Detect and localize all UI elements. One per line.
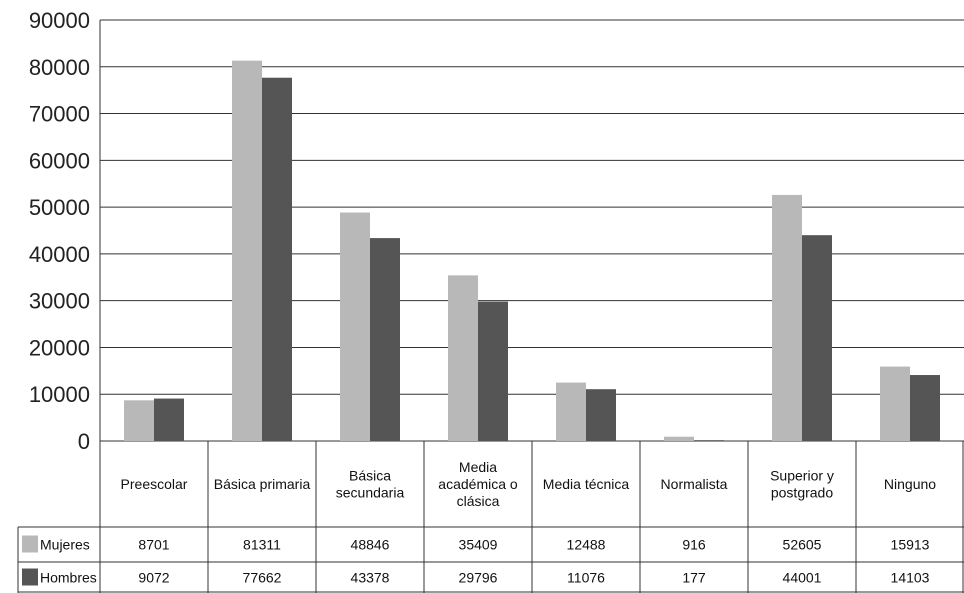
y-tick-label: 20000 (29, 335, 90, 360)
category-label: Media técnica (543, 476, 630, 492)
bar-hombres (694, 440, 724, 441)
category-label: académica o (438, 476, 518, 492)
bar-mujeres (340, 212, 370, 441)
category-label: Preescolar (121, 476, 188, 492)
y-tick-label: 80000 (29, 55, 90, 80)
y-tick-label: 60000 (29, 148, 90, 173)
legend-label: Hombres (40, 570, 97, 586)
bar-hombres (370, 238, 400, 441)
bar-hombres (586, 389, 616, 441)
bar-hombres (802, 235, 832, 441)
bars (124, 60, 940, 442)
data-value: 11076 (567, 570, 605, 586)
data-value: 81311 (243, 537, 281, 553)
category-label: Básica primaria (214, 476, 311, 492)
bar-mujeres (880, 366, 910, 441)
category-label: Básica (349, 468, 391, 484)
data-value: 44001 (783, 570, 822, 586)
category-label: secundaria (336, 485, 405, 501)
bar-mujeres (772, 194, 802, 441)
y-axis: 0 10000 20000 30000 40000 50000 60000 70000 8000… (29, 8, 101, 454)
legend-key-mujeres (22, 535, 38, 553)
data-value: 12488 (567, 537, 606, 553)
bar-mujeres (448, 275, 478, 441)
data-value: 43378 (351, 570, 390, 586)
data-value: 9072 (138, 570, 169, 586)
category-label: Media (459, 459, 497, 475)
data-value: 48846 (351, 537, 390, 553)
bar-mujeres (556, 382, 586, 441)
category-label: clásica (457, 493, 500, 509)
data-value: 916 (682, 537, 706, 553)
data-value: 177 (682, 570, 706, 586)
data-value: 15913 (891, 537, 930, 553)
category-label: Ninguno (884, 476, 936, 492)
bar-mujeres (664, 436, 694, 441)
data-value: 29796 (459, 570, 498, 586)
data-table: Preescolar Básica primaria Básicasecundari… (17, 441, 964, 593)
data-value: 14103 (891, 570, 930, 586)
y-tick-label: 90000 (29, 8, 90, 33)
bar-hombres (910, 375, 940, 441)
bar-hombres (154, 398, 184, 441)
data-value: 35409 (459, 537, 498, 553)
bar-mujeres (124, 400, 154, 441)
y-tick-label: 70000 (29, 102, 90, 127)
data-value: 8701 (138, 537, 169, 553)
category-label: postgrado (771, 485, 833, 501)
y-tick-label: 30000 (29, 289, 90, 314)
bar-hombres (262, 77, 292, 442)
gridlines (100, 19, 964, 442)
y-tick-label: 50000 (29, 195, 90, 220)
category-label: Superior y (770, 468, 834, 484)
y-tick-label: 0 (78, 429, 90, 454)
category-label: Normalista (661, 476, 728, 492)
data-value: 77662 (243, 570, 282, 586)
data-value: 52605 (783, 537, 822, 553)
y-tick-label: 10000 (29, 382, 90, 407)
bar-hombres (478, 301, 508, 441)
y-tick-label: 40000 (29, 242, 90, 267)
legend-key-hombres (22, 568, 38, 586)
legend-label: Mujeres (40, 537, 90, 553)
bar-mujeres (232, 60, 262, 442)
